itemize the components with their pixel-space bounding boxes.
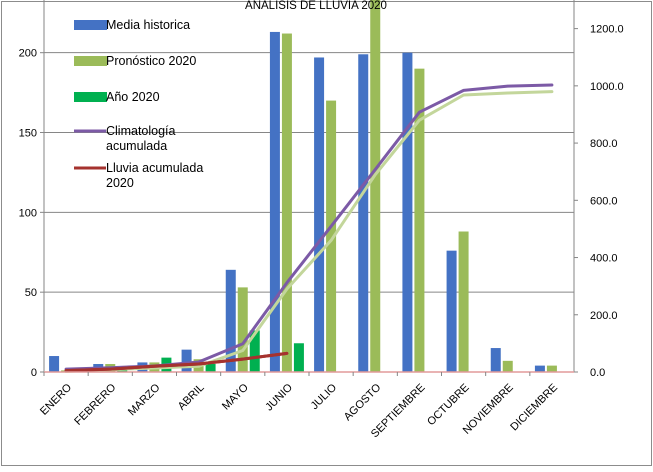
y-left-tick-label: 200 [19, 48, 37, 60]
legend-label: Pronóstico 2020 [106, 54, 196, 68]
legend-label: acumulada [106, 139, 167, 153]
bar [358, 54, 369, 372]
y-right-tick-label: 1000.0 [590, 81, 624, 93]
bar [237, 287, 248, 372]
bar [370, 0, 381, 372]
bar [281, 33, 292, 373]
legend-swatch [74, 20, 107, 30]
y-right-tick-label: 1200.0 [590, 24, 624, 36]
legend-label: Lluvia acumulada [106, 161, 203, 175]
y-right-tick-label: 600.0 [590, 195, 618, 207]
legend: Media historica Pronóstico 2020 Año 2020 Cl… [74, 18, 203, 190]
bar [546, 365, 557, 372]
y-left-tick-label: 50 [25, 287, 37, 299]
series-line [64, 90, 554, 373]
chart-title: ANALISIS DE LLUVIA 2020 [245, 0, 387, 12]
bar [446, 250, 457, 372]
series-line [64, 351, 289, 373]
y-right-tick-label: 400.0 [590, 253, 618, 265]
legend-label: Climatología [106, 124, 176, 138]
y-right-tick-label: 0.0 [590, 367, 605, 379]
legend-swatch [74, 56, 107, 66]
bar [293, 343, 304, 372]
gridlines [44, 52, 574, 293]
y-right-tick-label: 800.0 [590, 138, 618, 150]
bar [458, 231, 469, 372]
bar [181, 349, 192, 372]
y-left-tick-label: 150 [19, 128, 37, 140]
y-left-tick-label: 100 [19, 207, 37, 219]
legend-label: Año 2020 [106, 90, 160, 104]
y-right-tick-label: 200.0 [590, 310, 618, 322]
bar [402, 52, 413, 372]
legend-label: Media historica [106, 18, 190, 32]
bar [249, 330, 260, 372]
bar [117, 370, 128, 372]
bar [225, 269, 236, 372]
bar [205, 364, 216, 372]
lines [64, 83, 554, 373]
bar [502, 360, 513, 372]
legend-swatch [74, 92, 107, 102]
y-left-tick-label: 0 [31, 367, 37, 379]
bar [49, 356, 60, 372]
bar [269, 31, 280, 372]
bar [314, 57, 325, 373]
bar [534, 365, 545, 372]
bar [490, 348, 501, 372]
bar [326, 100, 337, 373]
legend-label: 2020 [106, 176, 134, 190]
bar [414, 68, 425, 373]
